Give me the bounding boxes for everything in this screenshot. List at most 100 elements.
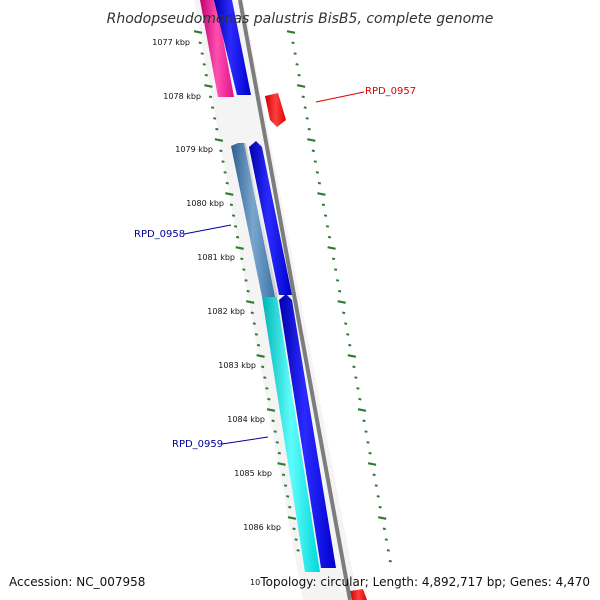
- minor-tick: [229, 203, 234, 207]
- major-tick: [347, 354, 357, 358]
- minor-tick: [215, 127, 219, 131]
- cds-forward-1: [214, 0, 251, 95]
- cds-reverse-steel: [231, 143, 275, 297]
- minor-tick: [235, 235, 240, 239]
- major-tick: [327, 246, 336, 250]
- gene-label-rpd-0958[interactable]: RPD_0958: [134, 229, 185, 240]
- minor-tick: [295, 63, 299, 66]
- cds-reverse-cyan: [262, 297, 320, 572]
- minor-tick: [338, 289, 342, 293]
- tick-label: 1079 kbp: [175, 145, 213, 154]
- tick-labels: 1077 kbp 1078 kbp 1079 kbp 1080 kbp 1081…: [152, 38, 281, 532]
- minor-tick: [317, 181, 322, 185]
- tick-label: 1082 kbp: [207, 307, 245, 316]
- minor-tick: [275, 441, 279, 444]
- tick-label: 1084 kbp: [227, 415, 265, 424]
- minor-tick: [366, 441, 370, 444]
- major-tick: [214, 138, 224, 142]
- tick-label: 1083 kbp: [218, 361, 256, 370]
- backbone-line: [238, 0, 352, 600]
- major-tick: [367, 462, 377, 466]
- tick-label: 1077 kbp: [152, 38, 190, 47]
- minor-tick: [293, 52, 297, 55]
- minor-tick: [297, 73, 301, 77]
- minor-tick: [311, 149, 315, 153]
- minor-tick: [265, 387, 269, 390]
- major-tick: [286, 30, 296, 34]
- minor-tick: [200, 52, 204, 55]
- cds-forward-3: [279, 294, 336, 568]
- major-tick: [245, 300, 255, 304]
- minor-tick: [231, 214, 236, 217]
- gene-label-rpd-0959[interactable]: RPD_0959: [172, 439, 223, 450]
- major-tick: [287, 516, 297, 520]
- minor-tick: [376, 495, 380, 498]
- topology-text: Topology: circular; Length: 4,892,717 bp…: [259, 575, 590, 589]
- minor-tick: [378, 505, 382, 509]
- minor-tick: [386, 549, 390, 552]
- minor-tick: [333, 268, 338, 271]
- tick-label: 1081 kbp: [197, 253, 235, 262]
- minor-tick: [233, 225, 238, 228]
- cds-reverse-pink: [200, 0, 234, 97]
- major-tick: [277, 462, 286, 466]
- major-tick: [235, 246, 244, 250]
- minor-tick: [344, 322, 348, 325]
- gene-label-leader: [221, 436, 269, 445]
- major-tick: [377, 516, 387, 520]
- minor-tick: [382, 527, 386, 531]
- left-tick-scale: [193, 30, 300, 552]
- major-tick: [337, 300, 346, 304]
- minor-tick: [321, 203, 326, 207]
- major-tick: [357, 408, 367, 412]
- minor-tick: [307, 127, 311, 131]
- gene-label-leader: [183, 224, 232, 235]
- minor-tick: [354, 376, 358, 379]
- minor-tick: [271, 419, 275, 423]
- map-title: Rhodopseudomonas palustris BisB5, comple…: [107, 11, 494, 27]
- minor-tick: [250, 311, 254, 315]
- minor-tick: [267, 397, 271, 401]
- minor-tick: [225, 181, 229, 185]
- minor-tick: [256, 343, 261, 347]
- major-tick: [317, 192, 326, 196]
- minor-tick: [204, 73, 208, 77]
- minor-tick: [242, 268, 246, 271]
- minor-tick: [358, 397, 362, 401]
- minor-tick: [301, 95, 305, 99]
- minor-tick: [374, 484, 378, 487]
- major-tick: [266, 408, 276, 412]
- major-tick: [256, 354, 265, 358]
- minor-tick: [263, 376, 267, 379]
- major-tick: [204, 84, 213, 88]
- gene-label-rpd-0957[interactable]: RPD_0957: [365, 86, 416, 97]
- minor-tick: [348, 343, 352, 347]
- minor-tick: [342, 311, 346, 315]
- minor-tick: [352, 365, 356, 369]
- minor-tick: [362, 419, 366, 423]
- minor-tick: [252, 322, 256, 325]
- right-tick-scale: [286, 30, 392, 563]
- minor-tick: [327, 235, 332, 239]
- accession-text: Accession: NC_007958: [9, 575, 145, 589]
- tick-label: 1086 kbp: [243, 523, 281, 532]
- minor-tick: [281, 473, 286, 477]
- minor-tick: [313, 160, 317, 163]
- tick-label: 1085 kbp: [234, 469, 272, 478]
- minor-tick: [288, 505, 292, 509]
- minor-tick: [384, 538, 388, 541]
- minor-tick: [219, 149, 223, 153]
- minor-tick: [208, 95, 213, 99]
- minor-tick: [213, 117, 217, 120]
- minor-tick: [335, 279, 340, 282]
- minor-tick: [286, 495, 290, 498]
- minor-tick: [277, 451, 282, 455]
- minor-tick: [303, 106, 307, 109]
- minor-tick: [246, 289, 250, 293]
- minor-tick: [254, 333, 259, 336]
- minor-tick: [372, 473, 376, 477]
- minor-tick: [210, 106, 215, 109]
- major-tick: [296, 84, 306, 88]
- minor-tick: [261, 365, 265, 369]
